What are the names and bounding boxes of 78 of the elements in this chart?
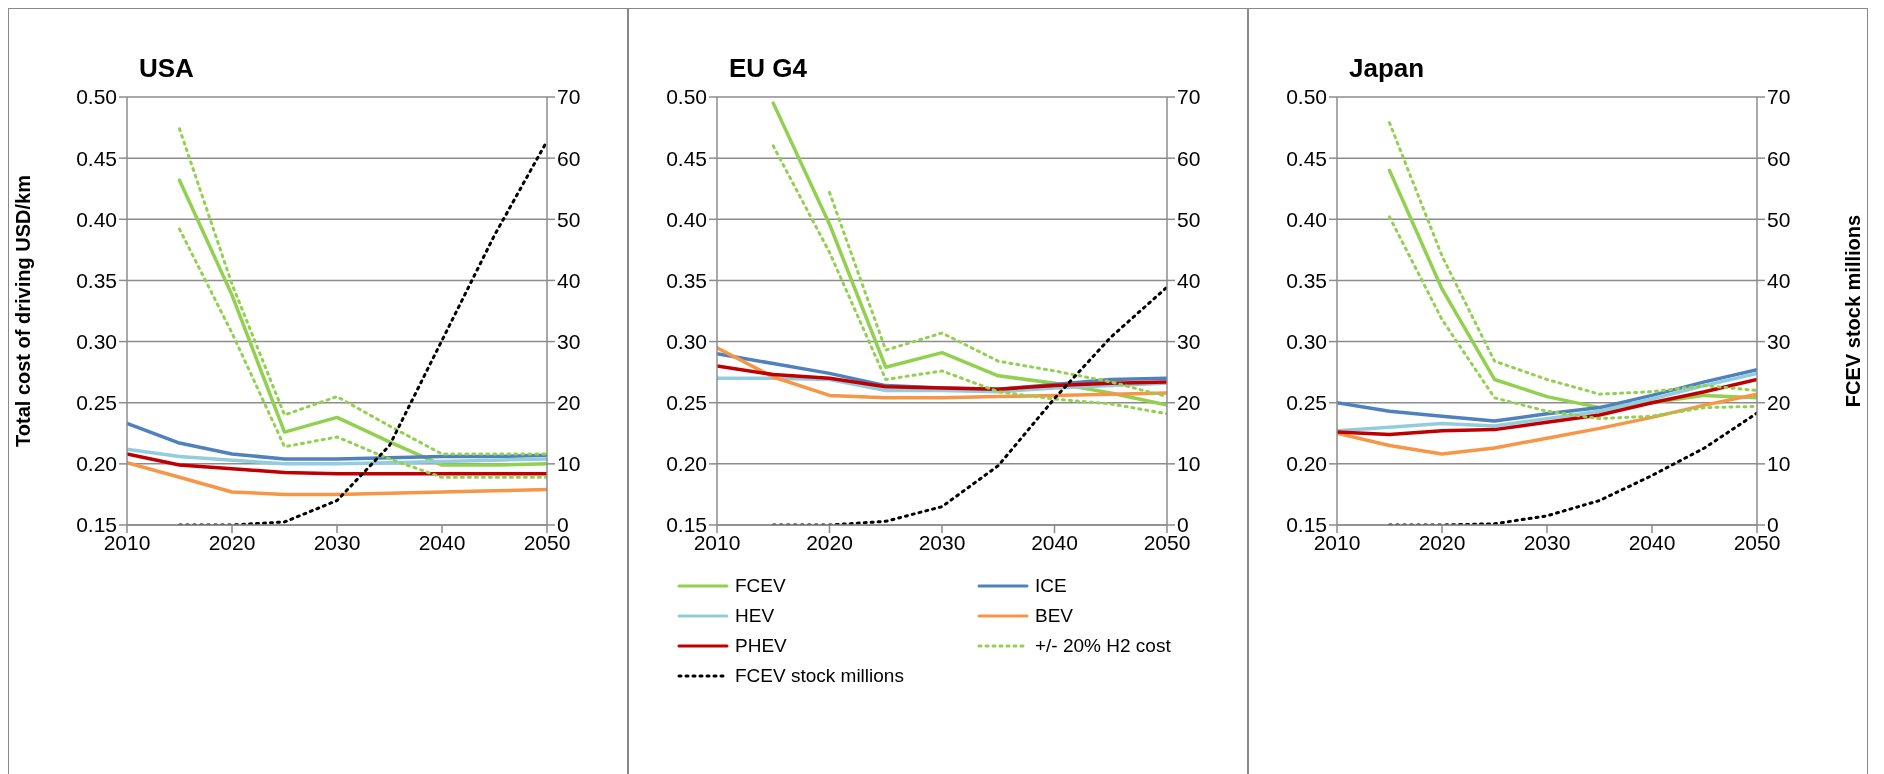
line-series: [178, 227, 547, 479]
y-tick-label: 0.15: [76, 513, 117, 537]
y2-tick-label: 70: [557, 85, 581, 109]
y-tick-label: 0.20: [1286, 452, 1327, 476]
line-series: [717, 364, 1167, 392]
y-tick-label: 0.45: [76, 146, 117, 170]
line-series: [1388, 121, 1757, 396]
y2-tick-label: 20: [1767, 391, 1791, 415]
x-tick-label: 2040: [1628, 530, 1676, 554]
x-tick-label: 2040: [418, 530, 466, 554]
y-tick-label: 0.15: [1286, 513, 1327, 537]
x-tick-label: 2020: [208, 530, 256, 554]
y2-tick-label: 40: [557, 268, 581, 292]
y2-tick-label: 30: [557, 330, 581, 354]
y-tick-label: 0.30: [1286, 330, 1327, 354]
line-series: [1388, 215, 1757, 421]
y-tick-label: 0.25: [76, 391, 117, 415]
y2-tick-label: 10: [1177, 452, 1201, 476]
y2-tick-label: 40: [1177, 268, 1201, 292]
y-tick-label: 0.50: [666, 85, 707, 109]
y2-tick-label: 70: [1767, 85, 1791, 109]
line-series: [771, 101, 1167, 407]
y2-tick-label: 30: [1177, 330, 1201, 354]
legend-label: BEV: [1035, 605, 1074, 627]
y2-tick-label: 10: [557, 452, 581, 476]
y-tick-label: 0.40: [1286, 207, 1327, 231]
y-tick-label: 0.30: [666, 330, 707, 354]
x-tick-label: 2030: [313, 530, 361, 554]
y-axis-title: Total cost of driving USD/km: [12, 175, 35, 447]
y-tick-label: 0.20: [76, 452, 117, 476]
y-tick-label: 0.40: [666, 207, 707, 231]
y2-tick-label: 20: [1177, 391, 1201, 415]
y2-tick-label: 0: [1177, 513, 1189, 537]
y2-tick-label: 20: [557, 391, 581, 415]
y2-tick-label: 10: [1767, 452, 1791, 476]
y2-tick-label: 60: [1767, 146, 1791, 170]
y2-tick-label: 40: [1767, 268, 1791, 292]
line-series: [717, 345, 1167, 400]
legend-label: PHEV: [735, 635, 787, 657]
y2-tick-label: 70: [1177, 85, 1201, 109]
y-tick-label: 0.40: [76, 207, 117, 231]
y-tick-label: 0.25: [1286, 391, 1327, 415]
y2-tick-label: 60: [1177, 146, 1201, 170]
y-tick-label: 0.45: [1286, 146, 1327, 170]
legend-label: +/- 20% H2 cost: [1035, 635, 1171, 657]
x-tick-label: 2030: [1523, 530, 1571, 554]
y2-tick-label: 30: [1767, 330, 1791, 354]
chart-title: USA: [139, 53, 194, 84]
x-tick-label: 2030: [918, 530, 966, 554]
line-series: [127, 421, 547, 461]
y2-tick-label: 0: [557, 513, 569, 537]
legend-label: HEV: [735, 605, 775, 627]
x-tick-label: 2040: [1031, 530, 1078, 554]
y2-axis-title: FCEV stock millions: [1842, 214, 1865, 408]
y-tick-label: 0.35: [1286, 268, 1327, 292]
legend-label: FCEV stock millions: [735, 665, 904, 687]
line-series: [828, 190, 1167, 399]
y2-tick-label: 50: [1767, 207, 1791, 231]
y2-tick-label: 0: [1767, 513, 1779, 537]
y-tick-label: 0.15: [666, 513, 707, 537]
y-tick-label: 0.35: [666, 268, 707, 292]
chart-title: Japan: [1349, 53, 1425, 84]
legend-label: FCEV: [735, 575, 786, 597]
y-tick-label: 0.20: [666, 452, 707, 476]
line-series: [771, 144, 1167, 416]
chart-title: EU G4: [729, 53, 808, 84]
x-tick-label: 2020: [1418, 530, 1466, 554]
y-tick-label: 0.35: [76, 268, 117, 292]
y-tick-label: 0.50: [76, 85, 117, 109]
x-tick-label: 2020: [806, 530, 853, 554]
y2-tick-label: 50: [557, 207, 581, 231]
y-tick-label: 0.50: [1286, 85, 1327, 109]
y-tick-label: 0.30: [76, 330, 117, 354]
y2-tick-label: 60: [557, 146, 581, 170]
y2-tick-label: 50: [1177, 207, 1201, 231]
legend-label: ICE: [1035, 575, 1067, 597]
y-tick-label: 0.45: [666, 146, 707, 170]
y-tick-label: 0.25: [666, 391, 707, 415]
